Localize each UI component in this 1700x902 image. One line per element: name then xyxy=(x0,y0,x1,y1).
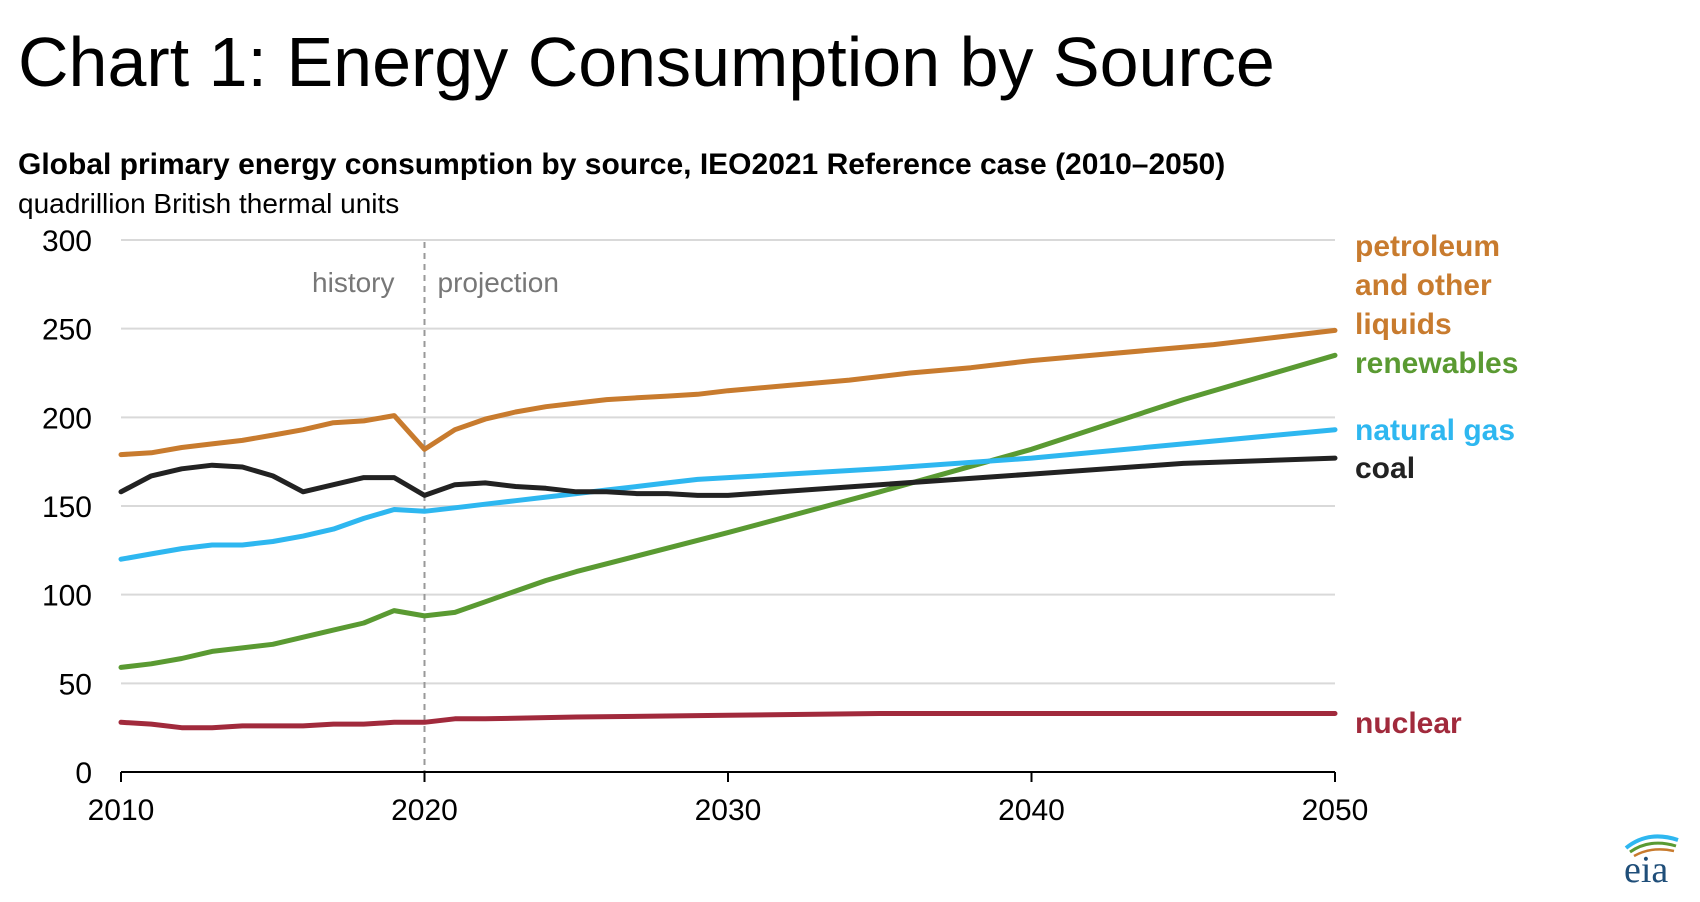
series-label-petroleum-and-other-liquids-line-1: petroleum xyxy=(1355,230,1500,263)
page-title: Chart 1: Energy Consumption by Source xyxy=(18,23,1275,101)
x-tick-label-2030: 2030 xyxy=(695,794,762,827)
series-line-renewables xyxy=(118,352,1338,670)
projection-label: projection xyxy=(438,267,559,298)
x-tick-label-2020: 2020 xyxy=(391,794,458,827)
chart-units-label: quadrillion British thermal units xyxy=(18,188,400,219)
x-tick-label-2040: 2040 xyxy=(998,794,1065,827)
series-line-nuclear xyxy=(118,711,1338,731)
series-label-natural-gas: natural gas xyxy=(1355,414,1515,447)
y-tick-label-0: 0 xyxy=(75,757,92,790)
x-tick-label-2050: 2050 xyxy=(1302,794,1369,827)
series-label-coal: coal xyxy=(1355,452,1415,485)
y-tick-label-50: 50 xyxy=(59,668,92,701)
series-label-renewables: renewables xyxy=(1355,347,1518,380)
y-tick-label-200: 200 xyxy=(42,402,92,435)
x-tick-label-2010: 2010 xyxy=(88,794,155,827)
series-label-petroleum-and-other-liquids-line-2: and other xyxy=(1355,269,1492,302)
y-tick-label-250: 250 xyxy=(42,314,92,347)
chart-title: Global primary energy consumption by sou… xyxy=(18,148,1226,181)
y-tick-label-100: 100 xyxy=(42,580,92,613)
series-label-nuclear: nuclear xyxy=(1355,707,1462,740)
series-label-petroleum-and-other-liquids-line-3: liquids xyxy=(1355,308,1452,341)
series-line-coal xyxy=(118,455,1338,498)
y-tick-label-150: 150 xyxy=(42,491,92,524)
history-label: history xyxy=(312,267,394,298)
y-tick-label-300: 300 xyxy=(42,225,92,258)
series-line-natural-gas xyxy=(118,427,1338,562)
eia-logo: eia xyxy=(1618,828,1688,891)
eia-logo-text: eia xyxy=(1624,849,1668,888)
series-line-petroleum-and-other-liquids xyxy=(118,327,1338,458)
